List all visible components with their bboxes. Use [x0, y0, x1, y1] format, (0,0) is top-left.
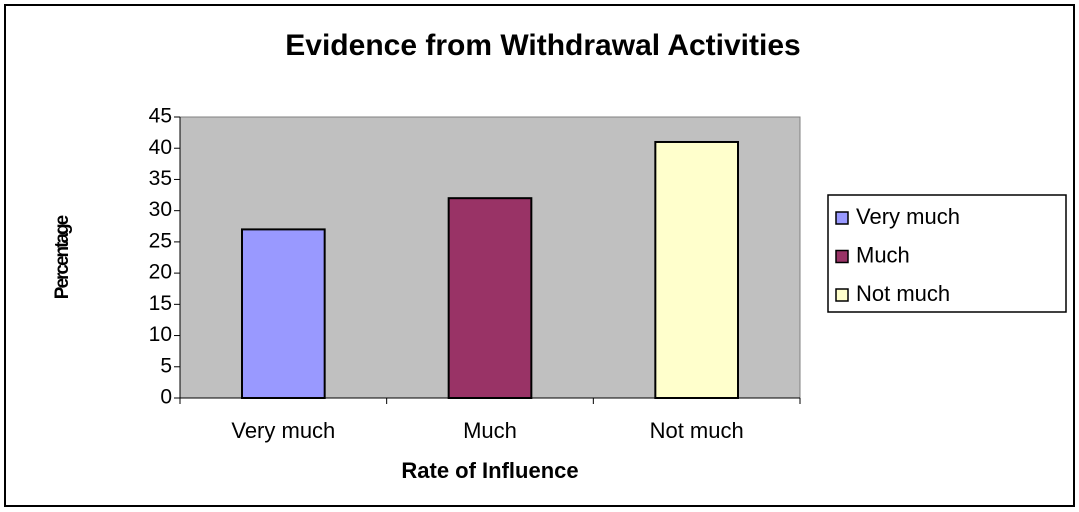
- y-tick-label: 5: [160, 354, 172, 377]
- y-tick-label: 0: [160, 386, 172, 409]
- x-tick-label: Not much: [650, 418, 744, 443]
- y-tick-label: 30: [149, 198, 172, 221]
- bar: [241, 228, 326, 399]
- y-tick-label: 35: [149, 167, 172, 190]
- x-axis-label: Rate of Influence: [401, 458, 578, 483]
- legend-swatch: [835, 288, 849, 302]
- legend-label: Much: [856, 242, 910, 267]
- y-axis-label: Percentage: [52, 215, 73, 299]
- legend-label: Very much: [856, 204, 960, 229]
- y-tick-label: 45: [149, 105, 172, 128]
- legend-swatch: [835, 211, 849, 225]
- bar: [447, 197, 533, 399]
- legend-box: [827, 194, 1067, 313]
- legend-label: Not much: [856, 281, 950, 306]
- y-tick-label: 10: [149, 323, 172, 346]
- bar: [654, 140, 739, 399]
- x-tick-label: Very much: [231, 418, 335, 443]
- y-tick-label: 20: [149, 261, 172, 284]
- chart-title: Evidence from Withdrawal Activities: [285, 29, 800, 62]
- y-tick-label: 25: [149, 229, 172, 252]
- x-tick-label: Much: [463, 418, 517, 443]
- y-tick-label: 40: [149, 136, 172, 159]
- legend-swatch: [835, 249, 849, 264]
- y-tick-label: 15: [149, 292, 172, 315]
